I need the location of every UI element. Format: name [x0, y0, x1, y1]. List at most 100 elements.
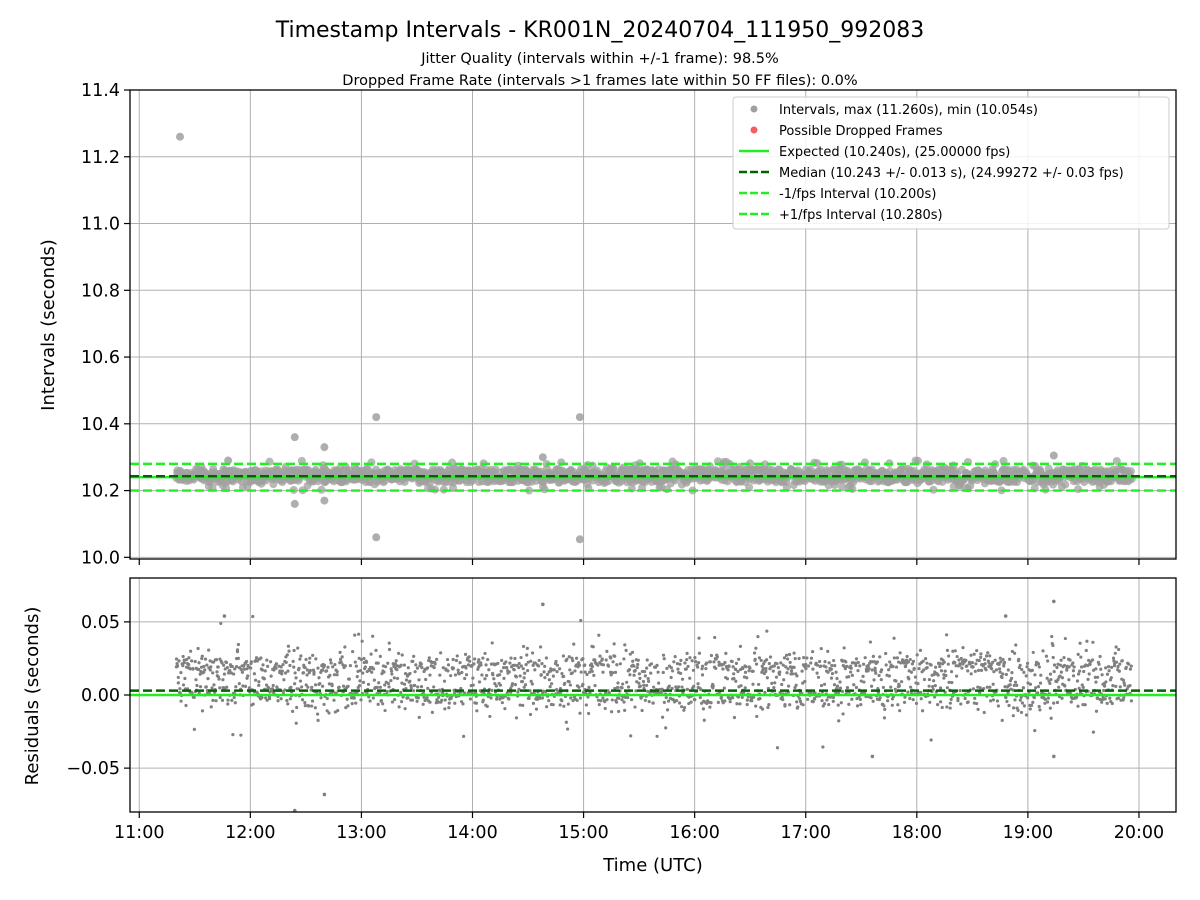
residual-point: [737, 657, 741, 661]
residual-point: [1077, 686, 1081, 690]
residual-point: [1025, 665, 1029, 669]
residual-point: [570, 671, 574, 675]
residual-point: [378, 685, 382, 689]
residual-point: [948, 701, 952, 705]
residual-point: [1028, 707, 1032, 711]
residual-point: [461, 702, 465, 706]
chart-legend: Intervals, max (11.260s), min (10.054s) P…: [732, 96, 1170, 230]
residual-point: [938, 664, 942, 669]
residual-point: [634, 689, 638, 693]
residual-point: [622, 657, 626, 661]
residual-point: [205, 663, 209, 667]
residual-point: [690, 659, 694, 663]
residual-point: [514, 716, 519, 720]
residual-point: [408, 671, 412, 676]
residual-point: [490, 688, 494, 692]
residual-point: [261, 663, 265, 667]
residual-point: [371, 696, 375, 700]
residual-point: [179, 699, 183, 703]
residual-point: [593, 683, 597, 688]
residual-point: [896, 703, 900, 707]
legend-box: [732, 96, 1170, 230]
residual-point: [762, 662, 766, 666]
residual-point: [977, 658, 981, 663]
residual-point: [928, 700, 932, 704]
residual-point: [568, 683, 572, 687]
residual-point: [701, 707, 706, 711]
residual-point: [902, 659, 906, 663]
residual-point: [400, 681, 404, 685]
residual-point: [1123, 683, 1127, 687]
residual-point: [1011, 688, 1015, 692]
residual-point: [669, 675, 673, 680]
residual-point: [455, 654, 459, 658]
residual-point: [499, 669, 503, 673]
residual-point: [1098, 654, 1102, 659]
residual-point: [453, 701, 457, 705]
residual-point: [1121, 678, 1126, 682]
residual-point: [623, 708, 627, 712]
residual-point: [734, 667, 738, 672]
residual-point: [922, 668, 926, 672]
residual-point: [255, 659, 259, 663]
residual-point: [319, 696, 323, 700]
residual-point: [374, 648, 378, 652]
residual-point: [283, 688, 287, 692]
residual-point: [988, 699, 993, 703]
residual-point: [481, 656, 485, 660]
residual-point: [786, 657, 790, 661]
residual-point: [210, 686, 214, 690]
residual-point: [221, 678, 225, 682]
residual-point: [558, 686, 563, 691]
residual-point: [460, 670, 464, 675]
legend-entry-label: Median (10.243 +/- 0.013 s), (24.99272 +…: [779, 166, 1124, 181]
residual-point: [929, 663, 933, 667]
residual-point: [354, 664, 358, 668]
residual-point: [1107, 669, 1111, 673]
residual-point: [991, 682, 995, 686]
residuals-y-tick-label: 0.00: [81, 686, 120, 706]
residual-point: [811, 667, 815, 671]
residual-point: [731, 665, 735, 669]
residual-point: [257, 680, 261, 684]
residual-point: [956, 698, 960, 703]
residual-point: [600, 657, 604, 661]
legend-entry-label: Expected (10.240s), (25.00000 fps): [779, 145, 1010, 160]
residual-point: [796, 705, 800, 709]
residual-point: [321, 668, 325, 672]
residual-point: [657, 681, 661, 685]
residual-point: [354, 701, 358, 705]
residual-point: [192, 695, 196, 699]
residual-point: [692, 684, 696, 688]
residual-point: [413, 670, 417, 674]
residual-point: [330, 684, 334, 688]
residual-point: [774, 675, 779, 679]
residual-point: [1036, 684, 1041, 689]
residual-point: [274, 662, 279, 666]
residual-point: [526, 668, 530, 673]
residual-point: [197, 661, 201, 665]
residual-point: [269, 660, 273, 664]
residual-point: [1117, 647, 1121, 652]
residual-point: [513, 683, 518, 687]
residual-point: [1020, 667, 1024, 672]
interval-outlier-point: [575, 413, 584, 422]
residual-point: [603, 706, 607, 711]
residual-point: [858, 697, 862, 702]
residual-point: [1048, 672, 1053, 676]
residual-point: [712, 660, 716, 664]
residual-point: [341, 684, 346, 688]
residual-point: [757, 656, 762, 660]
residual-point: [206, 676, 210, 681]
residual-point: [583, 663, 587, 667]
residual-point: [839, 701, 843, 705]
residual-point: [597, 633, 601, 637]
residual-point: [224, 660, 229, 665]
residual-point: [516, 690, 520, 694]
residual-point: [578, 696, 583, 700]
residual-point: [1102, 688, 1106, 693]
residual-point: [234, 665, 239, 669]
residual-point: [859, 703, 863, 707]
residual-outlier-point: [541, 602, 545, 607]
residual-point: [305, 668, 309, 672]
